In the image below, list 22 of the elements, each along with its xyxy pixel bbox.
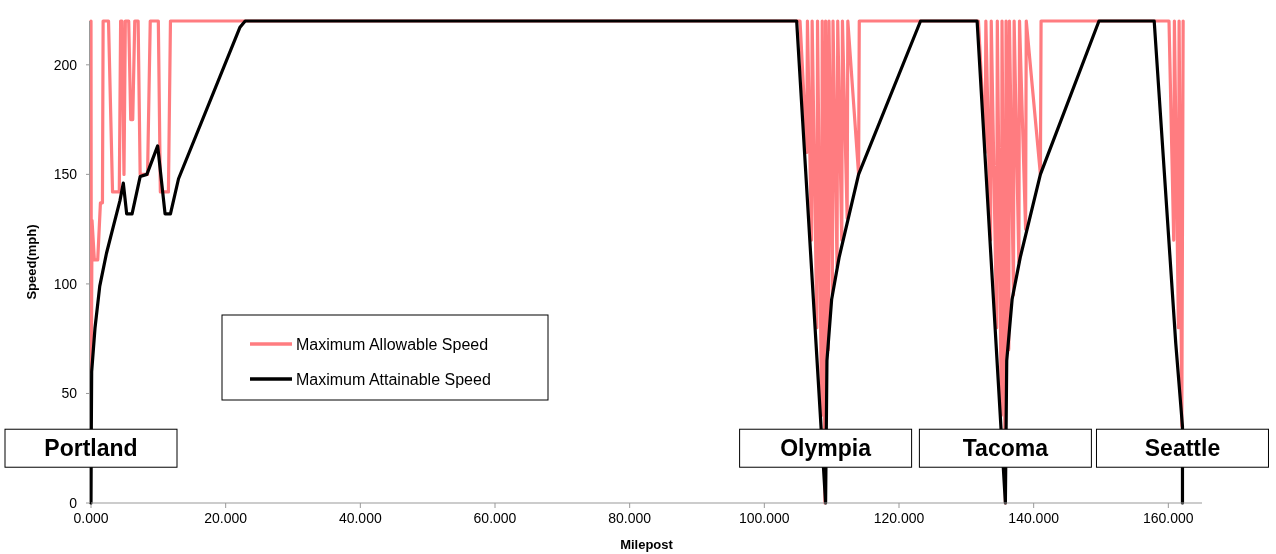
x-tick-label: 60.000 bbox=[473, 510, 517, 526]
x-tick-label: 120.000 bbox=[873, 510, 925, 526]
legend-label: Maximum Allowable Speed bbox=[296, 336, 489, 353]
x-tick-label: 100.000 bbox=[739, 510, 790, 526]
x-tick-label: 20.000 bbox=[204, 510, 248, 526]
y-tick-label: 200 bbox=[53, 56, 78, 73]
annotation: Portland bbox=[44, 435, 138, 462]
y-tick-label: 100 bbox=[53, 275, 78, 292]
annotation: Olympia bbox=[780, 435, 872, 462]
x-tick-label: 80.000 bbox=[608, 510, 652, 526]
y-axis-title: Speed(mph) bbox=[24, 224, 39, 300]
y-tick-label: 50 bbox=[61, 385, 78, 402]
y-tick-label: 150 bbox=[53, 166, 78, 183]
x-tick-label: 160.000 bbox=[1143, 510, 1194, 526]
x-tick-label: 0.000 bbox=[73, 510, 109, 526]
y-tick-label: 0 bbox=[69, 495, 78, 511]
annotation: Tacoma bbox=[962, 435, 1049, 462]
x-tick-label: 40.000 bbox=[338, 510, 382, 526]
x-tick-label: 140.000 bbox=[1008, 510, 1060, 526]
legend-label: Maximum Attainable Speed bbox=[296, 371, 491, 388]
x-axis-title: Milepost bbox=[620, 537, 674, 552]
annotation: Seattle bbox=[1144, 435, 1221, 462]
